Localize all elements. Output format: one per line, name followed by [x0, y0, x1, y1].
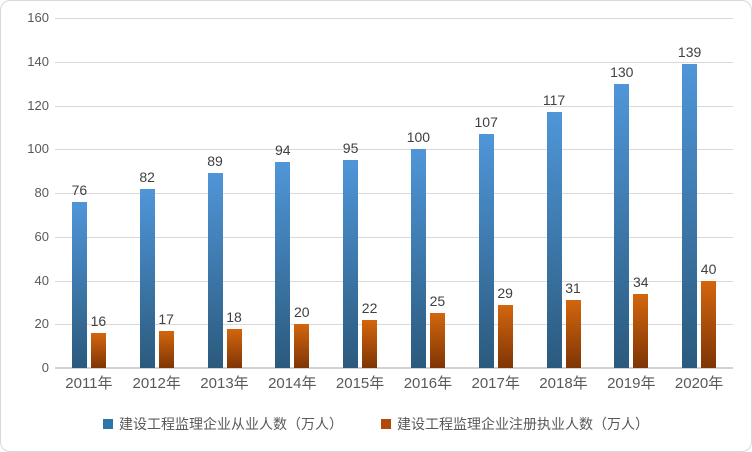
- bar: [429, 313, 445, 368]
- bar-value-label: 29: [497, 284, 513, 301]
- bar: [139, 188, 155, 368]
- x-axis-label: 2014年: [268, 375, 317, 392]
- legend-item: 建设工程监理企业从业人数（万人）: [103, 414, 343, 434]
- legend-marker: [103, 419, 113, 429]
- bar: [294, 324, 310, 368]
- bar-value-label: 22: [361, 299, 378, 316]
- y-axis-label: 120: [27, 97, 49, 113]
- bar: [71, 201, 87, 368]
- bar: [90, 333, 106, 368]
- bar-value-label: 89: [207, 153, 223, 170]
- bar: [207, 173, 223, 368]
- gridline: [55, 324, 733, 326]
- bar-value-label: 34: [633, 273, 649, 290]
- bar: [362, 319, 378, 368]
- gridline: [55, 367, 733, 369]
- y-axis-label: 0: [41, 360, 49, 375]
- bar: [633, 293, 649, 368]
- bar-value-label: 17: [158, 310, 174, 327]
- bar-value-label: 16: [90, 313, 107, 329]
- bar: [410, 149, 426, 368]
- bar-value-label: 95: [342, 140, 359, 157]
- gridline: [55, 236, 733, 238]
- bar-value-label: 82: [139, 168, 155, 185]
- bar-value-label: 100: [406, 129, 431, 146]
- bar-value-label: 139: [677, 43, 702, 60]
- bar: [565, 300, 581, 368]
- x-axis-label: 2015年: [335, 375, 385, 392]
- y-axis-label: 40: [34, 272, 49, 288]
- bar-value-label: 25: [429, 293, 446, 310]
- gridline: [55, 18, 733, 19]
- bar-value-label: 130: [610, 63, 634, 80]
- legend-label: 建设工程监理企业注册执业人数（万人）: [397, 416, 649, 432]
- bar-value-label: 117: [542, 92, 566, 109]
- y-axis-label: 20: [34, 316, 49, 332]
- x-axis-label: 2017年: [471, 375, 520, 392]
- bar: [497, 304, 513, 368]
- x-axis-label: 2019年: [607, 375, 656, 392]
- x-axis-label: 2018年: [539, 375, 588, 392]
- bar: [343, 160, 359, 368]
- x-axis-label: 2011年: [65, 375, 113, 392]
- gridline: [55, 280, 733, 282]
- bar-value-label: 94: [275, 142, 291, 159]
- bar-value-label: 76: [71, 181, 88, 198]
- gridline: [55, 61, 733, 63]
- y-axis-label: 60: [34, 228, 49, 244]
- gridline: [55, 193, 733, 194]
- bar: [158, 330, 174, 368]
- bar-value-label: 40: [700, 260, 717, 277]
- x-axis-label: 2013年: [200, 375, 249, 392]
- bar-value-label: 20: [294, 304, 310, 321]
- legend-label: 建设工程监理企业从业人数（万人）: [119, 416, 343, 432]
- x-axis-label: 2020年: [674, 375, 724, 392]
- legend: 建设工程监理企业从业人数（万人） 建设工程监理企业注册执业人数（万人）: [1, 413, 751, 435]
- legend-item: 建设工程监理企业注册执业人数（万人）: [381, 414, 649, 434]
- legend-marker: [381, 419, 391, 429]
- gridline: [55, 105, 733, 107]
- gridline: [55, 149, 733, 151]
- y-axis-label: 80: [34, 185, 49, 200]
- bar: [546, 112, 562, 368]
- bar: [614, 83, 630, 368]
- bar: [226, 328, 242, 368]
- bar-value-label: 18: [226, 308, 242, 325]
- x-axis-label: 2016年: [403, 375, 453, 392]
- x-axis-label: 2012年: [132, 375, 181, 392]
- bar: [701, 280, 717, 368]
- y-axis-label: 100: [27, 141, 49, 157]
- y-axis-label: 160: [27, 10, 49, 25]
- y-axis-label: 140: [27, 53, 49, 69]
- bar: [275, 162, 291, 368]
- bar-value-label: 31: [565, 280, 581, 297]
- bar-value-label: 107: [474, 113, 498, 130]
- bar: [682, 63, 698, 368]
- bar: [478, 133, 494, 368]
